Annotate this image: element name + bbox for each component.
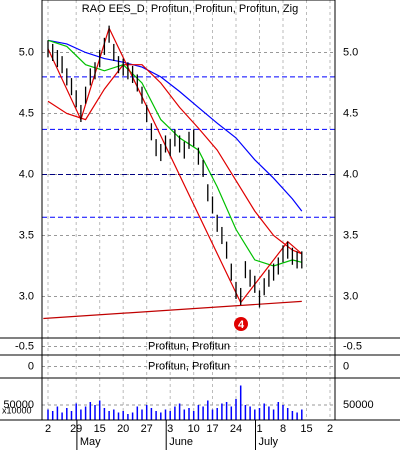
y-tick-label-right: 0 xyxy=(343,360,349,372)
y-tick-label: 3.0 xyxy=(19,290,34,302)
line-series xyxy=(47,26,303,304)
x-tick-label: 17 xyxy=(206,423,218,435)
x-tick-label: 2 xyxy=(45,423,51,435)
y-tick-label-right: 4.5 xyxy=(343,107,358,119)
y-tick-label: 4.5 xyxy=(19,107,34,119)
panel-title: Profitun, Profitun xyxy=(148,360,230,372)
line-series xyxy=(43,300,302,320)
y-tick-label-right: 5.0 xyxy=(343,46,358,58)
x-tick-label: 15 xyxy=(300,423,312,435)
x-tick-label: 10 xyxy=(188,423,200,435)
x-tick-label: 2 xyxy=(327,423,333,435)
chart-title: RAO EES_D, Profitun, Profitun, Profitun,… xyxy=(82,3,298,15)
line-series xyxy=(47,39,303,212)
line-series xyxy=(47,64,303,255)
annotation-marker xyxy=(234,317,248,331)
y-tick-label: 0 xyxy=(28,360,34,372)
annotation-text: 4 xyxy=(238,319,245,331)
month-label: May xyxy=(80,436,101,448)
x-tick-label: 29 xyxy=(70,423,82,435)
x-tick-label: 24 xyxy=(230,423,242,435)
y-tick-label: 4.0 xyxy=(19,168,34,180)
month-label: July xyxy=(259,436,279,448)
x-tick-label: 27 xyxy=(141,423,153,435)
y-tick-label: -0.5 xyxy=(15,340,34,352)
y-tick-label: 50000 xyxy=(3,399,34,411)
y-tick-label-right: -0.5 xyxy=(343,340,362,352)
volume-unit: x10000 xyxy=(2,405,32,415)
panel-frame xyxy=(41,377,336,421)
x-tick-label: 8 xyxy=(280,423,286,435)
y-tick-label-right: 3.5 xyxy=(343,229,358,241)
x-tick-label: 20 xyxy=(117,423,129,435)
x-tick-label: 15 xyxy=(94,423,106,435)
panel-title: Profitun, Profitun xyxy=(148,340,230,352)
y-tick-label-right: 4.0 xyxy=(343,168,358,180)
y-tick-label: 3.5 xyxy=(19,229,34,241)
y-tick-label-right: 3.0 xyxy=(343,290,358,302)
x-tick-label: 1 xyxy=(256,423,262,435)
y-tick-label-right: 50000 xyxy=(343,399,374,411)
x-tick-label: 3 xyxy=(167,423,173,435)
month-label: June xyxy=(169,436,193,448)
y-tick-label: 5.0 xyxy=(19,46,34,58)
